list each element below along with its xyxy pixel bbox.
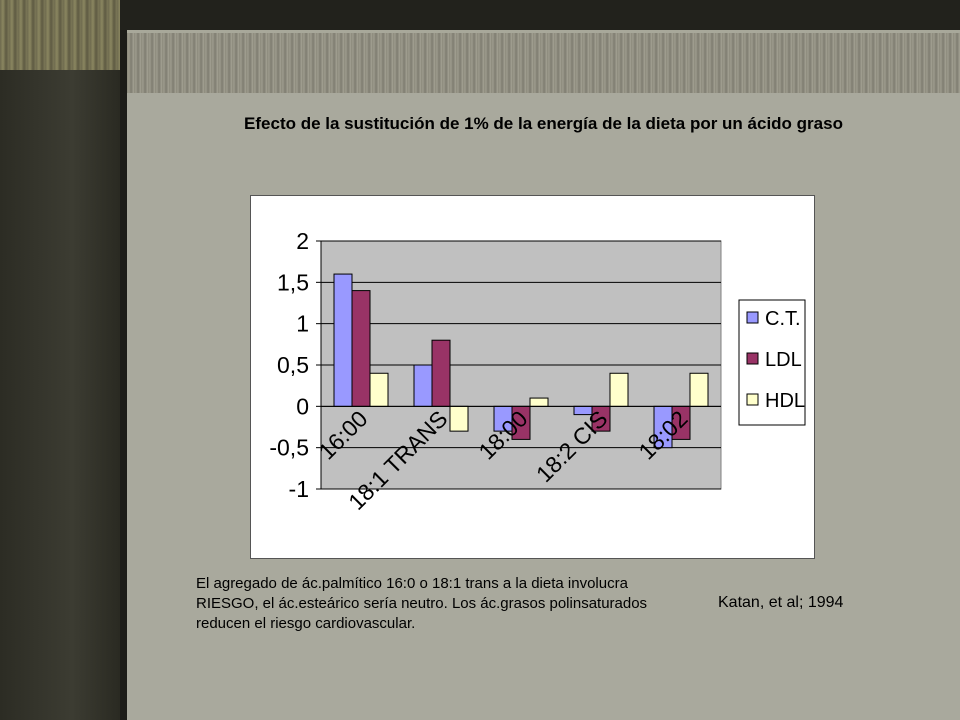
legend-swatch [746,393,759,406]
legend-label: C.T. [765,308,801,330]
top-dark-stripe [120,0,960,30]
slide-caption: El agregado de ác.palmítico 16:0 o 18:1 … [196,575,648,632]
y-tick-label: -0,5 [269,435,309,461]
bar-hdl-1 [369,372,389,407]
bar-c-t-1 [333,273,353,407]
y-tick-label: 2 [296,228,309,254]
top-texture-band [127,33,960,93]
bar-hdl-3 [529,397,549,407]
left-decor-texture [0,0,120,70]
bar-hdl-4 [609,372,629,407]
y-tick-label: 0 [296,393,309,419]
chart-container: 2 1,5 1 0,5 0 -0,5 -1 16:00 18:1 TRANS 18:00 18:2 … [250,195,815,559]
vertical-divider [120,30,127,720]
y-tick-label: 1 [296,311,309,337]
legend-label: HDL [765,390,805,412]
legend-label: LDL [765,349,802,371]
slide-title: Efecto de la sustitución de 1% de la ene… [244,114,843,133]
y-tick-label: 0,5 [277,352,309,378]
bar-c-t-2 [413,364,433,407]
legend-swatch [746,311,759,324]
bar-ldl-2 [431,339,451,407]
y-tick-label: 1,5 [277,269,309,295]
y-tick-label: -1 [289,476,309,502]
bar-hdl-2 [449,405,469,432]
legend-swatch [746,352,759,365]
left-decor-bar [0,0,120,720]
bar-hdl-5 [689,372,709,407]
slide-citation: Katan, et al; 1994 [718,594,844,611]
bar-ldl-1 [351,290,371,407]
